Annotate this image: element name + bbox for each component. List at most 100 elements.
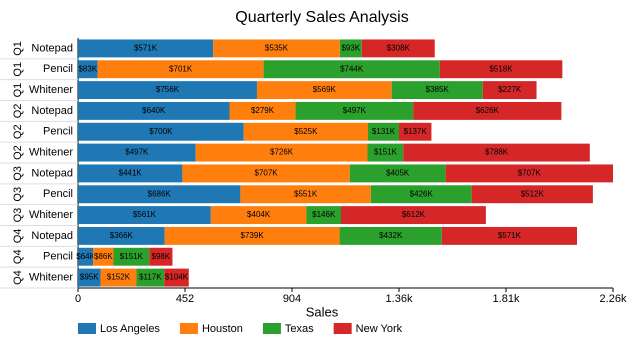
bar-segment: [367, 143, 404, 162]
bar-segment: [439, 60, 563, 79]
group-label: Q1: [12, 83, 24, 98]
bar-segment: [295, 101, 414, 120]
value-label: $571K: [498, 231, 522, 240]
value-label: $535K: [265, 44, 289, 53]
value-label: $366K: [110, 231, 134, 240]
bar-segment: [240, 185, 371, 204]
value-label: $86K: [94, 252, 113, 261]
bar-segment: [164, 268, 189, 287]
bar-segment: [471, 185, 593, 204]
bar-segment: [78, 185, 241, 204]
bar-segment: [78, 164, 183, 183]
value-label: $571K: [134, 44, 158, 53]
x-tick-label: 904: [283, 293, 301, 305]
value-label: $93K: [341, 44, 360, 53]
bar-segment: [306, 206, 342, 225]
bar-segment: [78, 81, 257, 100]
group-label: Q2: [12, 145, 24, 160]
value-label: $137K: [404, 127, 428, 136]
category-label: Notepad: [31, 167, 73, 179]
category-label: Notepad: [31, 42, 73, 54]
value-label: $146K: [312, 210, 336, 219]
bar-segment: [78, 39, 214, 58]
value-label: $726K: [270, 148, 294, 157]
value-label: $744K: [340, 64, 364, 73]
category-label: Pencil: [43, 251, 73, 263]
legend-swatch: [179, 323, 198, 334]
bar-segment: [263, 60, 440, 79]
x-tick-label: 2.26k: [600, 293, 627, 305]
x-tick-label: 1.36k: [386, 293, 413, 305]
bar-segment: [349, 164, 446, 183]
value-label: $404K: [247, 210, 271, 219]
value-label: $441K: [119, 169, 143, 178]
category-label: Whitener: [29, 271, 73, 283]
bar-segment: [256, 81, 392, 100]
bar-segment: [149, 247, 173, 266]
value-label: $308K: [387, 44, 411, 53]
bar-segment: [97, 60, 264, 79]
value-label: $279K: [251, 106, 275, 115]
bar-segment: [78, 247, 94, 266]
bar-segment: [78, 226, 165, 245]
x-tick-label: 1.81k: [493, 293, 520, 305]
bar-segment: [78, 60, 98, 79]
bar-segment: [78, 143, 196, 162]
bar-segment: [413, 101, 562, 120]
group-label: Q4: [12, 229, 24, 244]
bar-segment: [113, 247, 150, 266]
bar-segment: [391, 81, 483, 100]
value-label: $104K: [165, 273, 189, 282]
bar-segment: [78, 101, 230, 120]
group-label: Q3: [12, 166, 24, 181]
value-label: $518K: [489, 64, 513, 73]
value-label: $512K: [521, 189, 545, 198]
value-label: $426K: [410, 189, 434, 198]
bar-segment: [399, 122, 432, 141]
bar-segment: [210, 206, 307, 225]
category-label: Notepad: [31, 230, 73, 242]
legend-label: Texas: [285, 323, 314, 335]
bar-segment: [195, 143, 368, 162]
category-label: Whitener: [29, 146, 73, 158]
value-label: $551K: [294, 189, 318, 198]
x-tick-label: 452: [176, 293, 194, 305]
category-label: Whitener: [29, 209, 73, 221]
x-axis-label: Sales: [306, 304, 339, 319]
bar-segment: [403, 143, 590, 162]
chart-title: Quarterly Sales Analysis: [235, 9, 408, 26]
value-label: $64K: [76, 252, 95, 261]
legend-swatch: [78, 323, 96, 334]
group-label: Q3: [12, 208, 24, 223]
value-label: $405K: [386, 169, 410, 178]
legend-swatch: [262, 323, 281, 334]
value-label: $385K: [426, 85, 450, 94]
value-label: $227K: [498, 85, 522, 94]
bar-segment: [164, 226, 340, 245]
legend-label: Houston: [202, 323, 243, 335]
legend-label: Los Angeles: [100, 323, 160, 335]
bar-segment: [78, 268, 101, 287]
bar-segment: [482, 81, 537, 100]
category-label: Pencil: [43, 63, 73, 75]
bar-segment: [367, 122, 399, 141]
value-label: $739K: [241, 231, 265, 240]
group-label: Q3: [12, 187, 24, 202]
group-label: Q1: [12, 41, 24, 56]
bar-segment: [339, 226, 442, 245]
legend-swatch: [333, 323, 352, 334]
bar-segment: [339, 39, 362, 58]
category-label: Pencil: [43, 126, 73, 138]
group-label: Q1: [12, 62, 24, 77]
value-label: $686K: [148, 189, 172, 198]
value-label: $707K: [255, 169, 279, 178]
bar-segment: [93, 247, 114, 266]
legend-label: New York: [356, 323, 403, 335]
value-label: $700K: [149, 127, 173, 136]
bar-segment: [441, 226, 578, 245]
category-label: Pencil: [43, 188, 73, 200]
value-label: $569K: [313, 85, 337, 94]
group-label: Q4: [12, 249, 24, 264]
bar-segment: [182, 164, 350, 183]
